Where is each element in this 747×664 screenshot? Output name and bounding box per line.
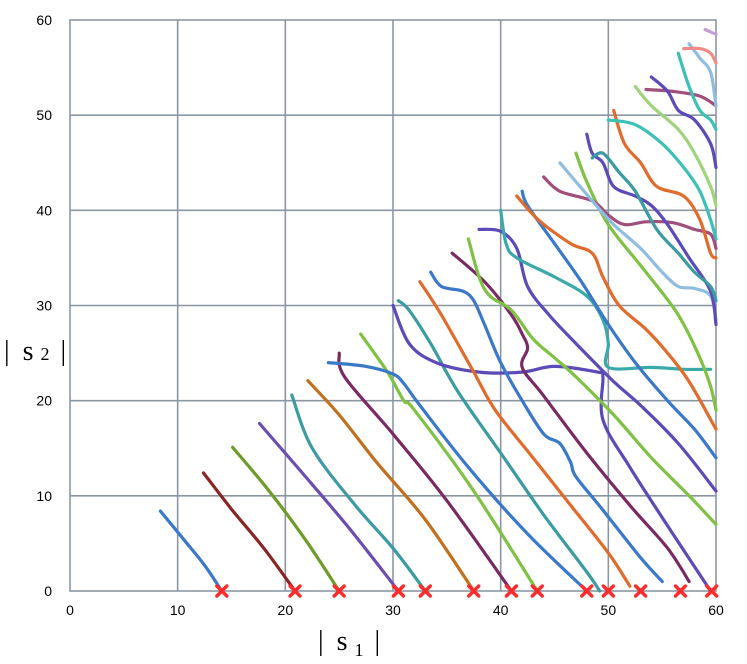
x-axis-sub: 1: [355, 640, 364, 660]
series-line-17: [499, 208, 713, 372]
series-line-26: [606, 118, 718, 241]
series-line-10: [396, 299, 602, 593]
series-line-7: [337, 351, 513, 593]
y-tick-label: 50: [36, 107, 52, 123]
x-tick-label: 50: [601, 602, 617, 618]
x-tick-label: 60: [708, 602, 724, 618]
series-line-22: [558, 161, 718, 322]
y-axis-bar-right: |: [61, 336, 67, 367]
series-line-25: [612, 108, 718, 260]
series-line-32: [682, 46, 718, 65]
x-marker: [288, 584, 302, 598]
x-marker: [504, 584, 519, 598]
series-line-12: [418, 280, 632, 588]
x-marker: [601, 584, 616, 598]
x-tick-label: 10: [170, 602, 186, 618]
series-line-9: [326, 361, 589, 593]
x-tick-label: 0: [66, 602, 74, 618]
y-tick-label: 0: [44, 583, 52, 599]
x-axis-bar-left: |: [318, 626, 324, 657]
series-line-3: [231, 445, 341, 593]
series-line-33: [703, 27, 718, 36]
x-marker: [633, 584, 648, 598]
series-line-27: [633, 85, 718, 208]
plot-grid: [69, 19, 717, 592]
series-line-28: [644, 87, 718, 108]
series-line-1: [158, 509, 224, 593]
series-line-15: [477, 227, 718, 493]
y-tick-label: 40: [36, 202, 52, 218]
x-marker: [418, 584, 432, 598]
series-line-14: [429, 270, 664, 584]
series-line-29: [649, 75, 718, 170]
y-axis-bar-left: |: [4, 336, 10, 367]
y-axis-title: | s 2 |: [4, 336, 66, 367]
series-line-5: [290, 393, 427, 593]
series-line-2: [201, 471, 297, 593]
x-marker: [704, 584, 719, 598]
x-marker: [530, 584, 544, 598]
markers: [215, 584, 719, 598]
series-line-11: [391, 303, 713, 593]
series-line-19: [515, 194, 718, 431]
y-tick-label: 30: [36, 298, 52, 314]
x-tick-label: 30: [385, 602, 401, 618]
y-axis-sub: 2: [41, 344, 50, 364]
x-tick-label: 40: [493, 602, 509, 618]
series-line-6: [306, 379, 476, 593]
y-tick-label: 10: [36, 488, 52, 504]
y-tick-label: 60: [36, 12, 52, 28]
x-marker: [673, 584, 688, 598]
y-tick-label: 20: [36, 393, 52, 409]
series-line-24: [590, 151, 718, 303]
x-axis-bar-right: |: [375, 626, 381, 657]
x-axis-title: | s 1 |: [318, 626, 380, 663]
x-tick-label: 20: [278, 602, 294, 618]
x-marker: [332, 584, 346, 598]
series-line-23: [585, 132, 718, 327]
curves: [158, 27, 718, 593]
x-marker: [391, 584, 406, 598]
series-line-30: [676, 51, 718, 131]
x-axis-base: s: [337, 626, 348, 657]
series-line-31: [687, 42, 718, 108]
x-marker: [467, 584, 481, 598]
x-marker: [215, 584, 229, 598]
series-line-4: [257, 421, 400, 593]
x-marker: [580, 584, 594, 598]
y-axis-base: s: [23, 336, 34, 367]
tick-labels: 0 10 20 30 40 50 60 0 10 20 30 40 50 60: [36, 12, 724, 618]
series-line-20: [574, 151, 718, 412]
series-line-16: [466, 237, 718, 526]
